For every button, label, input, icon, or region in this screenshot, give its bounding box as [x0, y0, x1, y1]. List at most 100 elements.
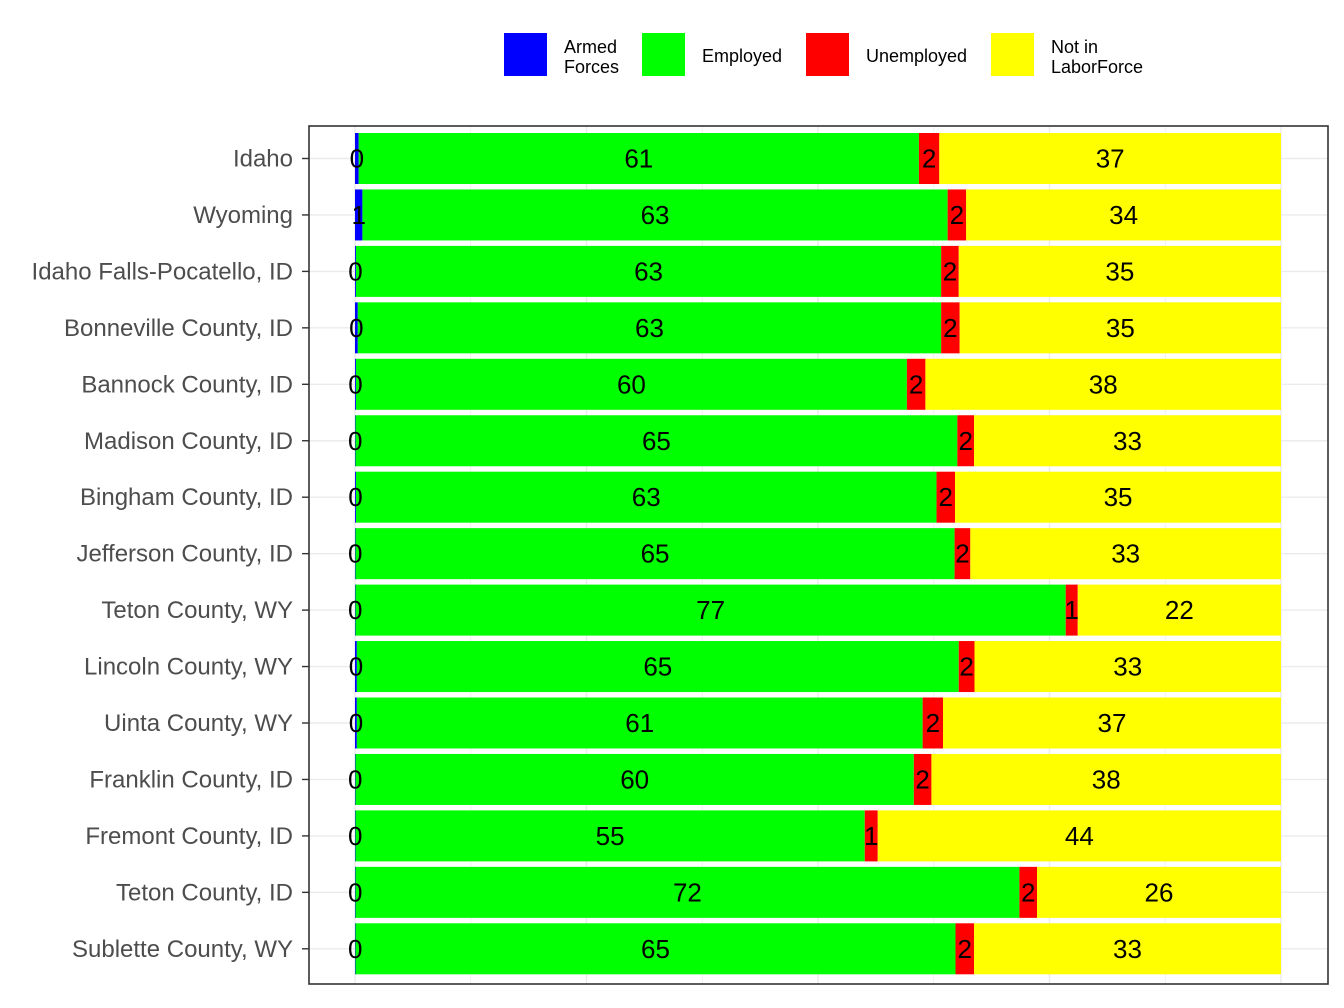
data-label-not-in-laborforce: 35 [1105, 256, 1134, 286]
bar-segment-employed [355, 245, 942, 297]
bar-segment-employed [358, 133, 919, 184]
data-label-not-in-laborforce: 38 [1089, 369, 1118, 399]
data-label-not-in-laborforce: 33 [1113, 934, 1142, 964]
chart-legend: Armed Forces Employed Unemployed Not in Labor… [504, 33, 1143, 77]
y-tick-label: Bannock County, ID [81, 371, 293, 398]
data-label-employed: 63 [634, 256, 663, 286]
bar-segment-armed-forces [355, 810, 356, 862]
bar-segment-employed [356, 697, 923, 749]
y-tick-label: Idaho [233, 146, 293, 173]
data-label-armed-forces: 0 [348, 256, 362, 286]
bar-segment-armed-forces [355, 923, 356, 975]
legend-key-armed-forces [504, 33, 547, 76]
data-label-not-in-laborforce: 34 [1109, 200, 1138, 230]
bar-segment-armed-forces [355, 471, 356, 523]
data-label-employed: 65 [641, 934, 670, 964]
bar-segment-not-in-laborforce [955, 471, 1281, 523]
data-label-unemployed: 2 [1021, 877, 1035, 907]
data-label-not-in-laborforce: 37 [1098, 708, 1127, 738]
bar-segment-armed-forces [355, 641, 357, 693]
bar-segment-employed [355, 753, 914, 805]
data-label-unemployed: 2 [950, 200, 964, 230]
y-axis: Idaho Wyoming Idaho Falls-Pocatello, ID Bon… [32, 146, 309, 963]
bar-segment-unemployed [947, 189, 967, 241]
y-tick-label: Uinta County, WY [104, 710, 293, 737]
data-label-employed: 63 [632, 482, 661, 512]
data-label-employed: 55 [596, 821, 625, 851]
bar-segment-unemployed [1019, 866, 1037, 918]
legend-label-armed-forces: Armed Forces [564, 37, 619, 77]
data-label-employed: 65 [643, 652, 672, 682]
data-label-unemployed: 2 [939, 482, 953, 512]
data-label-unemployed: 2 [958, 934, 972, 964]
data-label-armed-forces: 0 [348, 595, 362, 625]
y-tick-label: Lincoln County, WY [84, 654, 293, 681]
data-label-employed: 77 [696, 595, 725, 625]
bar-segment-not-in-laborforce [943, 697, 1281, 749]
y-tick-label: Wyoming [193, 202, 293, 229]
bar-segment-armed-forces [355, 584, 356, 636]
bar-segment-not-in-laborforce [1036, 866, 1281, 918]
bar-segment-not-in-laborforce [959, 302, 1281, 354]
data-label-not-in-laborforce: 26 [1145, 877, 1174, 907]
y-tick-label: Fremont County, ID [85, 823, 293, 850]
data-label-employed: 61 [625, 708, 654, 738]
bar-segment-not-in-laborforce [1077, 584, 1281, 636]
y-tick-label: Teton County, WY [101, 597, 293, 624]
y-tick-label: Bingham County, ID [80, 484, 293, 511]
bar-segment-employed [355, 923, 956, 975]
legend-key-not-in-laborforce [991, 33, 1034, 76]
bar-segment-armed-forces [355, 415, 356, 467]
bar-segment-not-in-laborforce [925, 358, 1281, 410]
bar-segment-armed-forces [355, 189, 363, 241]
bar-segment-not-in-laborforce [966, 189, 1281, 241]
y-tick-label: Teton County, ID [116, 879, 293, 906]
y-tick-label: Madison County, ID [84, 428, 293, 455]
bar-segment-not-in-laborforce [970, 528, 1281, 580]
bar-segment-employed [356, 641, 959, 693]
bar-segment-armed-forces [355, 528, 356, 580]
data-label-unemployed: 2 [915, 764, 929, 794]
data-label-armed-forces: 1 [351, 200, 365, 230]
bar-segment-not-in-laborforce [931, 753, 1281, 805]
bar-segment-unemployed [918, 133, 940, 184]
data-label-employed: 63 [635, 313, 664, 343]
data-label-employed: 65 [641, 539, 670, 569]
bar-segment-employed [355, 528, 955, 580]
data-label-unemployed: 2 [959, 652, 973, 682]
bar-segment-armed-forces [355, 358, 356, 410]
bar-segment-employed [355, 415, 958, 467]
data-label-not-in-laborforce: 33 [1113, 426, 1142, 456]
bar-segment-not-in-laborforce [974, 641, 1281, 693]
legend-key-unemployed [806, 33, 849, 76]
data-label-unemployed: 1 [864, 821, 878, 851]
bar-segment-employed [355, 471, 937, 523]
data-label-not-in-laborforce: 22 [1165, 595, 1194, 625]
bar-segment-unemployed [955, 923, 975, 975]
bar-segment-not-in-laborforce [939, 133, 1281, 184]
bar-segment-unemployed [913, 753, 932, 805]
data-label-not-in-laborforce: 35 [1104, 482, 1133, 512]
data-label-unemployed: 2 [955, 539, 969, 569]
data-label-armed-forces: 0 [348, 539, 362, 569]
data-label-employed: 60 [620, 764, 649, 794]
data-label-not-in-laborforce: 33 [1111, 539, 1140, 569]
data-label-employed: 60 [617, 369, 646, 399]
data-label-armed-forces: 0 [348, 482, 362, 512]
data-label-armed-forces: 0 [348, 426, 362, 456]
data-label-employed: 61 [624, 144, 653, 174]
bar-segment-armed-forces [355, 302, 358, 354]
bar-segment-unemployed [954, 528, 971, 580]
data-label-unemployed: 2 [909, 369, 923, 399]
bar-segment-unemployed [941, 302, 960, 354]
bar-segment-employed [357, 302, 942, 354]
data-label-armed-forces: 0 [350, 144, 364, 174]
bar-segment-employed [355, 810, 865, 862]
bar-segment-employed [355, 358, 907, 410]
data-label-employed: 63 [641, 200, 670, 230]
bar-segment-unemployed [958, 641, 975, 693]
data-label-unemployed: 1 [1064, 595, 1078, 625]
bar-segment-unemployed [864, 810, 878, 862]
data-label-armed-forces: 0 [348, 877, 362, 907]
